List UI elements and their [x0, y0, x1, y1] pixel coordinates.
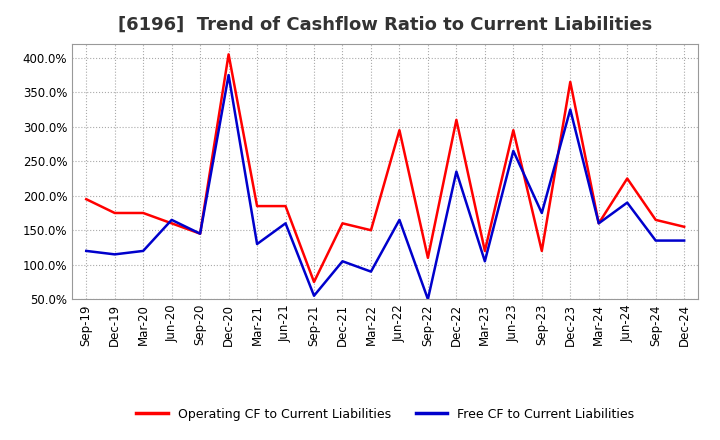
Line: Free CF to Current Liabilities: Free CF to Current Liabilities [86, 75, 684, 299]
Legend: Operating CF to Current Liabilities, Free CF to Current Liabilities: Operating CF to Current Liabilities, Fre… [131, 403, 639, 425]
Operating CF to Current Liabilities [395, 128, 404, 133]
Operating CF to Current Liabilities [82, 197, 91, 202]
Free CF to Current Liabilities [480, 259, 489, 264]
Operating CF to Current Liabilities [338, 221, 347, 226]
Free CF to Current Liabilities [139, 248, 148, 253]
Operating CF to Current Liabilities [225, 52, 233, 57]
Operating CF to Current Liabilities [680, 224, 688, 229]
Free CF to Current Liabilities [167, 217, 176, 223]
Free CF to Current Liabilities [196, 231, 204, 236]
Free CF to Current Liabilities [680, 238, 688, 243]
Operating CF to Current Liabilities [110, 210, 119, 216]
Free CF to Current Liabilities [566, 107, 575, 112]
Operating CF to Current Liabilities [366, 227, 375, 233]
Line: Operating CF to Current Liabilities: Operating CF to Current Liabilities [86, 55, 684, 282]
Free CF to Current Liabilities [537, 210, 546, 216]
Operating CF to Current Liabilities [537, 248, 546, 253]
Free CF to Current Liabilities [253, 242, 261, 247]
Operating CF to Current Liabilities [423, 255, 432, 260]
Operating CF to Current Liabilities [623, 176, 631, 181]
Operating CF to Current Liabilities [167, 221, 176, 226]
Operating CF to Current Liabilities [282, 203, 290, 209]
Free CF to Current Liabilities [110, 252, 119, 257]
Operating CF to Current Liabilities [196, 231, 204, 236]
Free CF to Current Liabilities [423, 297, 432, 302]
Free CF to Current Liabilities [225, 73, 233, 78]
Title: [6196]  Trend of Cashflow Ratio to Current Liabilities: [6196] Trend of Cashflow Ratio to Curren… [118, 16, 652, 34]
Free CF to Current Liabilities [338, 259, 347, 264]
Free CF to Current Liabilities [82, 248, 91, 253]
Operating CF to Current Liabilities [509, 128, 518, 133]
Free CF to Current Liabilities [509, 148, 518, 154]
Free CF to Current Liabilities [310, 293, 318, 298]
Free CF to Current Liabilities [395, 217, 404, 223]
Free CF to Current Liabilities [366, 269, 375, 274]
Operating CF to Current Liabilities [595, 221, 603, 226]
Operating CF to Current Liabilities [139, 210, 148, 216]
Operating CF to Current Liabilities [566, 79, 575, 84]
Operating CF to Current Liabilities [253, 203, 261, 209]
Free CF to Current Liabilities [282, 221, 290, 226]
Free CF to Current Liabilities [452, 169, 461, 174]
Free CF to Current Liabilities [623, 200, 631, 205]
Free CF to Current Liabilities [652, 238, 660, 243]
Operating CF to Current Liabilities [452, 117, 461, 122]
Free CF to Current Liabilities [595, 221, 603, 226]
Operating CF to Current Liabilities [652, 217, 660, 223]
Operating CF to Current Liabilities [310, 279, 318, 285]
Operating CF to Current Liabilities [480, 248, 489, 253]
